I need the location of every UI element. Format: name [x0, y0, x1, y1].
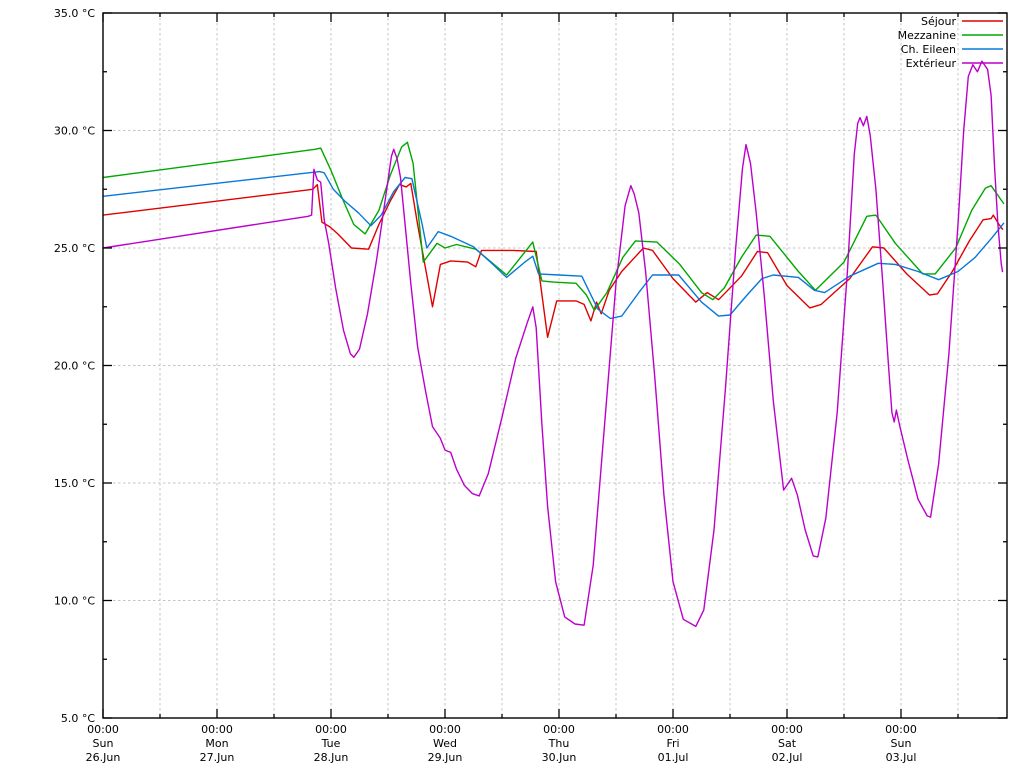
y-tick-label: 25.0 °C [54, 242, 95, 255]
x-tick-label-weekday: Tue [321, 737, 341, 750]
x-tick-label-time: 00:00 [543, 723, 575, 736]
x-tick-label-weekday: Thu [548, 737, 570, 750]
x-tick-label-date: 29.Jun [428, 751, 463, 764]
x-tick-label-weekday: Sun [93, 737, 114, 750]
series-ext-rieur [103, 60, 1004, 628]
legend-entry-s-jour: Séjour [921, 15, 1003, 28]
x-tick-label-date: 01.Jul [658, 751, 689, 764]
x-tick-label-date: 02.Jul [772, 751, 803, 764]
legend-label: Mezzanine [898, 29, 957, 42]
x-tick-label-date: 26.Jun [86, 751, 121, 764]
legend-entry-ch-eileen: Ch. Eileen [901, 43, 1003, 56]
series-s-jour [103, 182, 1004, 338]
x-tick-label-weekday: Sun [891, 737, 912, 750]
series-ch-eileen [103, 170, 1005, 320]
x-axis-labels: 00:00Sun26.Jun00:00Mon27.Jun00:00Tue28.J… [86, 723, 917, 764]
x-tick-label-time: 00:00 [657, 723, 689, 736]
x-tick-label-time: 00:00 [429, 723, 461, 736]
x-tick-label-time: 00:00 [885, 723, 917, 736]
legend-entry-mezzanine: Mezzanine [898, 29, 1003, 42]
tick-marks [102, 12, 1007, 719]
legend-label: Extérieur [906, 57, 957, 70]
legend-label: Ch. Eileen [901, 43, 956, 56]
y-tick-label: 5.0 °C [61, 712, 95, 725]
y-tick-label: 10.0 °C [54, 595, 95, 608]
x-tick-label-time: 00:00 [315, 723, 347, 736]
x-tick-label-weekday: Fri [666, 737, 679, 750]
y-tick-label: 30.0 °C [54, 125, 95, 138]
x-tick-label-weekday: Wed [433, 737, 457, 750]
x-tick-label-time: 00:00 [771, 723, 803, 736]
x-tick-label-time: 00:00 [201, 723, 233, 736]
x-tick-label-date: 27.Jun [200, 751, 235, 764]
x-tick-label-time: 00:00 [87, 723, 119, 736]
series-mezzanine [103, 141, 1005, 311]
x-tick-label-weekday: Mon [205, 737, 228, 750]
y-tick-label: 35.0 °C [54, 7, 95, 20]
x-tick-label-date: 30.Jun [542, 751, 577, 764]
y-axis-labels: 35.0 °C 30.0 °C 25.0 °C 20.0 °C 15.0 °C 10.0 … [54, 7, 95, 725]
legend-label: Séjour [921, 15, 957, 28]
series-line-s-jour [103, 182, 1004, 338]
series-line-ext-rieur [103, 60, 1004, 628]
legend-entry-ext-rieur: Extérieur [906, 57, 1003, 70]
series-line-mezzanine [103, 141, 1005, 311]
x-tick-label-date: 28.Jun [314, 751, 349, 764]
y-tick-label: 20.0 °C [54, 360, 95, 373]
series-line-ch-eileen [103, 170, 1005, 320]
gridlines [103, 13, 1007, 718]
y-tick-label: 15.0 °C [54, 477, 95, 490]
x-tick-label-date: 03.Jul [886, 751, 917, 764]
x-tick-label-weekday: Sat [778, 737, 797, 750]
